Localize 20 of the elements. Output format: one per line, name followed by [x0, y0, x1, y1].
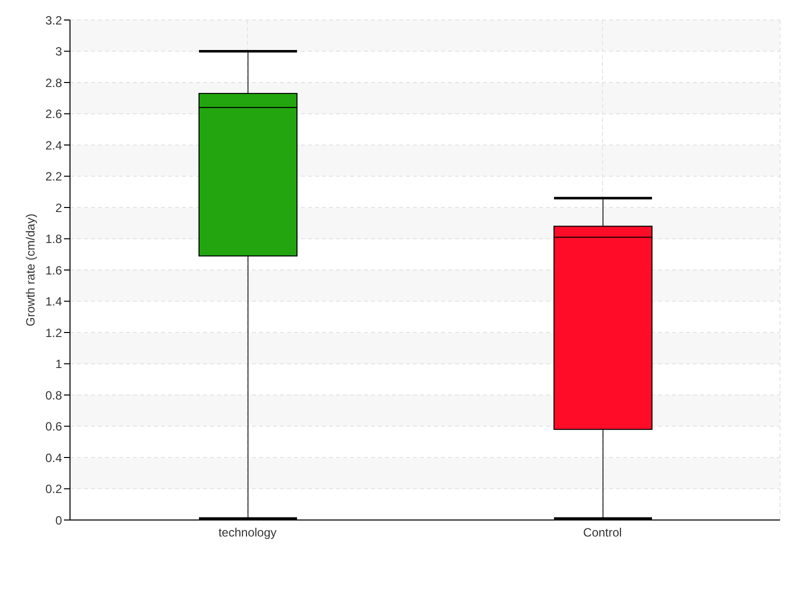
y-tick-label: 2.8	[45, 76, 62, 90]
y-tick-label: 1	[55, 357, 62, 372]
y-tick-label: 2.4	[45, 138, 62, 152]
y-axis-title: Growth rate (cm/day)	[23, 214, 38, 326]
y-tick-label: 0.4	[45, 450, 62, 465]
y-tick-label: 2.2	[45, 170, 62, 184]
y-tick-label: 0.6	[45, 420, 62, 434]
y-tick-label: 0	[55, 513, 62, 528]
y-tick-label: 1.8	[45, 232, 62, 246]
y-tick-label: 3.2	[45, 13, 62, 28]
y-tick-label: 1.2	[45, 326, 62, 340]
x-tick-label: technology	[218, 526, 277, 540]
y-tick-label: 2	[55, 200, 62, 215]
y-tick-label: 0.8	[45, 388, 62, 402]
y-tick-label: 3	[55, 44, 62, 59]
y-tick-label: 2.6	[45, 107, 62, 122]
y-tick-label: 1.6	[45, 263, 62, 278]
y-tick-label: 0.2	[45, 482, 62, 496]
y-tick-label: 1.4	[45, 294, 62, 309]
x-tick-label: Control	[583, 526, 622, 540]
